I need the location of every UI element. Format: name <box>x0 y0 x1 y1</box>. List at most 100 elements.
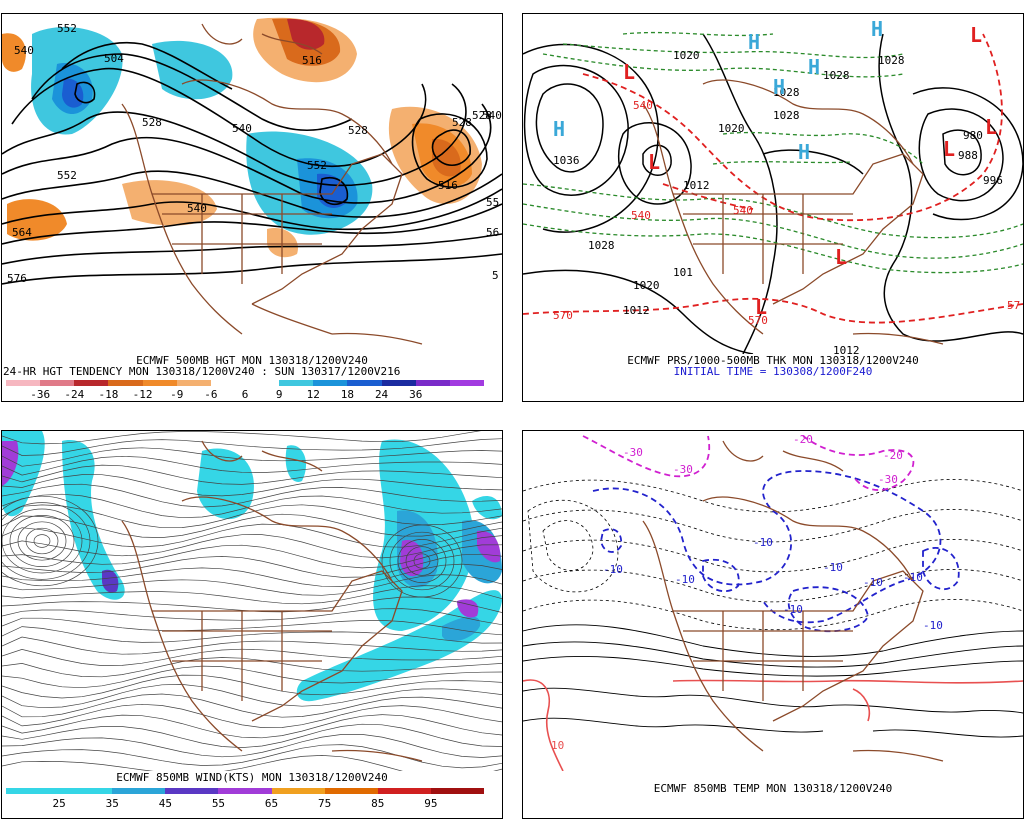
streamline <box>2 734 502 758</box>
contour-label: 55 <box>486 196 499 209</box>
streamline <box>2 574 502 596</box>
streamline <box>2 744 502 769</box>
scale-swatch <box>6 380 41 386</box>
streamline <box>2 657 502 678</box>
temp-label: -10 <box>675 573 695 586</box>
scale-label: -24 <box>64 388 85 401</box>
streamline-swirl <box>389 531 455 591</box>
scale-label: 65 <box>264 797 279 810</box>
streamline <box>2 544 502 569</box>
temp-label: -10 <box>863 576 883 589</box>
scale-label: 95 <box>424 797 438 810</box>
contour-label: 540 <box>187 202 207 215</box>
streamline <box>2 665 502 689</box>
scale-swatch <box>347 380 382 386</box>
streamline <box>2 636 502 655</box>
thickness-cold-contours <box>523 33 1023 324</box>
streamline <box>2 504 502 529</box>
coastlines <box>121 440 423 762</box>
high-pressure-marker: H <box>748 30 760 54</box>
streamline <box>2 464 502 485</box>
streamline <box>2 585 502 605</box>
streamline <box>2 553 502 578</box>
scale-label: 35 <box>105 797 119 810</box>
scale-label: 24 <box>374 388 389 401</box>
map-850mb-temp: -10 -10 -10 -10 -10 -10 -10 -10 -30 -30 … <box>523 433 1023 771</box>
streamline-swirl <box>2 495 99 587</box>
streamline-swirl <box>397 539 447 583</box>
isobar-label: 1012 <box>683 179 710 192</box>
isobar-label: 1012 <box>833 344 860 354</box>
isobar-label: 1028 <box>878 54 905 67</box>
temp-label: -10 <box>783 603 803 616</box>
wind-color-scale <box>6 788 484 794</box>
map-850mb-wind <box>2 431 502 771</box>
thickness-label: 57 <box>1007 299 1020 312</box>
scale-label: -12 <box>132 388 153 401</box>
streamline <box>2 447 502 467</box>
streamline <box>2 755 502 771</box>
streamline <box>2 474 502 497</box>
isobar-label: 1020 <box>673 49 700 62</box>
thickness-label: 570 <box>553 309 573 322</box>
low-pressure-marker: L <box>985 115 997 139</box>
temp-contours-cold <box>523 479 1023 631</box>
contour-label: 528 <box>472 109 492 122</box>
temp-labels-very-cold: -30 -30 -30 -20 -20 <box>623 433 903 486</box>
streamline-swirl <box>381 524 463 598</box>
temp-warm-contours <box>523 679 1023 771</box>
panel-title: ECMWF 850MB TEMP MON 130318/1200V240 <box>653 782 893 795</box>
thickness-label: 540 <box>631 209 651 222</box>
high-pressure-marker: H <box>798 140 810 164</box>
high-pressure-marker: H <box>553 117 565 141</box>
map-pressure-thickness: 1036 1020 1028 1012 1012 1028 1020 1028 … <box>523 17 1023 354</box>
high-pressure-marker: H <box>808 55 820 79</box>
low-pressure-marker: L <box>970 23 982 47</box>
scale-swatch <box>430 788 484 794</box>
panel-pressure-thickness: 1036 1020 1028 1012 1012 1028 1020 1028 … <box>522 13 1024 402</box>
contour-label: 528 <box>452 116 472 129</box>
streamline <box>2 431 482 445</box>
height-contours <box>2 41 502 285</box>
temp-label: -10 <box>753 536 773 549</box>
contour-label: 540 <box>14 44 34 57</box>
scale-label: -6 <box>204 388 218 401</box>
isobar-labels: 1036 1020 1028 1012 1012 1028 1020 1028 … <box>553 49 1003 354</box>
low-pressure-marker: L <box>648 150 660 174</box>
temp-label: 10 <box>551 739 564 752</box>
panel-title: ECMWF PRS/1000-500MB THK MON 130318/1200… <box>627 354 919 367</box>
wind-streamlines <box>2 431 502 771</box>
scale-swatch <box>74 380 109 386</box>
streamline <box>2 648 502 666</box>
streamline <box>2 483 502 508</box>
scale-label: -18 <box>98 388 119 401</box>
thickness-label: 540 <box>633 99 653 112</box>
scale-swatch <box>112 788 166 794</box>
scale-swatch <box>449 380 484 386</box>
temp-labels-cold: -10 -10 -10 -10 -10 -10 -10 -10 <box>603 536 943 632</box>
isobar-label: 996 <box>983 174 1003 187</box>
scale-swatch <box>59 788 113 794</box>
streamline-swirl <box>405 546 439 576</box>
scale-swatch <box>313 380 348 386</box>
streamline <box>2 703 502 728</box>
isobar-label: 1020 <box>633 279 660 292</box>
thickness-label: 540 <box>733 204 753 217</box>
contour-label: 516 <box>438 179 458 192</box>
streamline <box>2 674 502 699</box>
thickness-labels: 540 570 540 57 570 540 <box>553 99 1020 327</box>
panel-850mb-temp: -10 -10 -10 -10 -10 -10 -10 -10 -30 -30 … <box>522 430 1024 819</box>
streamline <box>2 493 502 519</box>
high-pressure-marker: H <box>871 17 883 41</box>
temp-label: -10 <box>903 571 923 584</box>
contour-label: 504 <box>104 52 124 65</box>
streamline <box>2 563 502 587</box>
scale-swatch <box>165 788 219 794</box>
map-500mb-height: 540 504 528 516 528 552 540 528 540 564 … <box>2 17 502 345</box>
streamline <box>2 438 502 456</box>
scale-swatch <box>6 788 60 794</box>
contour-label: 552 <box>57 22 77 35</box>
contour-label: 56 <box>486 226 499 239</box>
streamline <box>2 523 502 548</box>
temp-labels-warm: 10 <box>551 739 564 752</box>
